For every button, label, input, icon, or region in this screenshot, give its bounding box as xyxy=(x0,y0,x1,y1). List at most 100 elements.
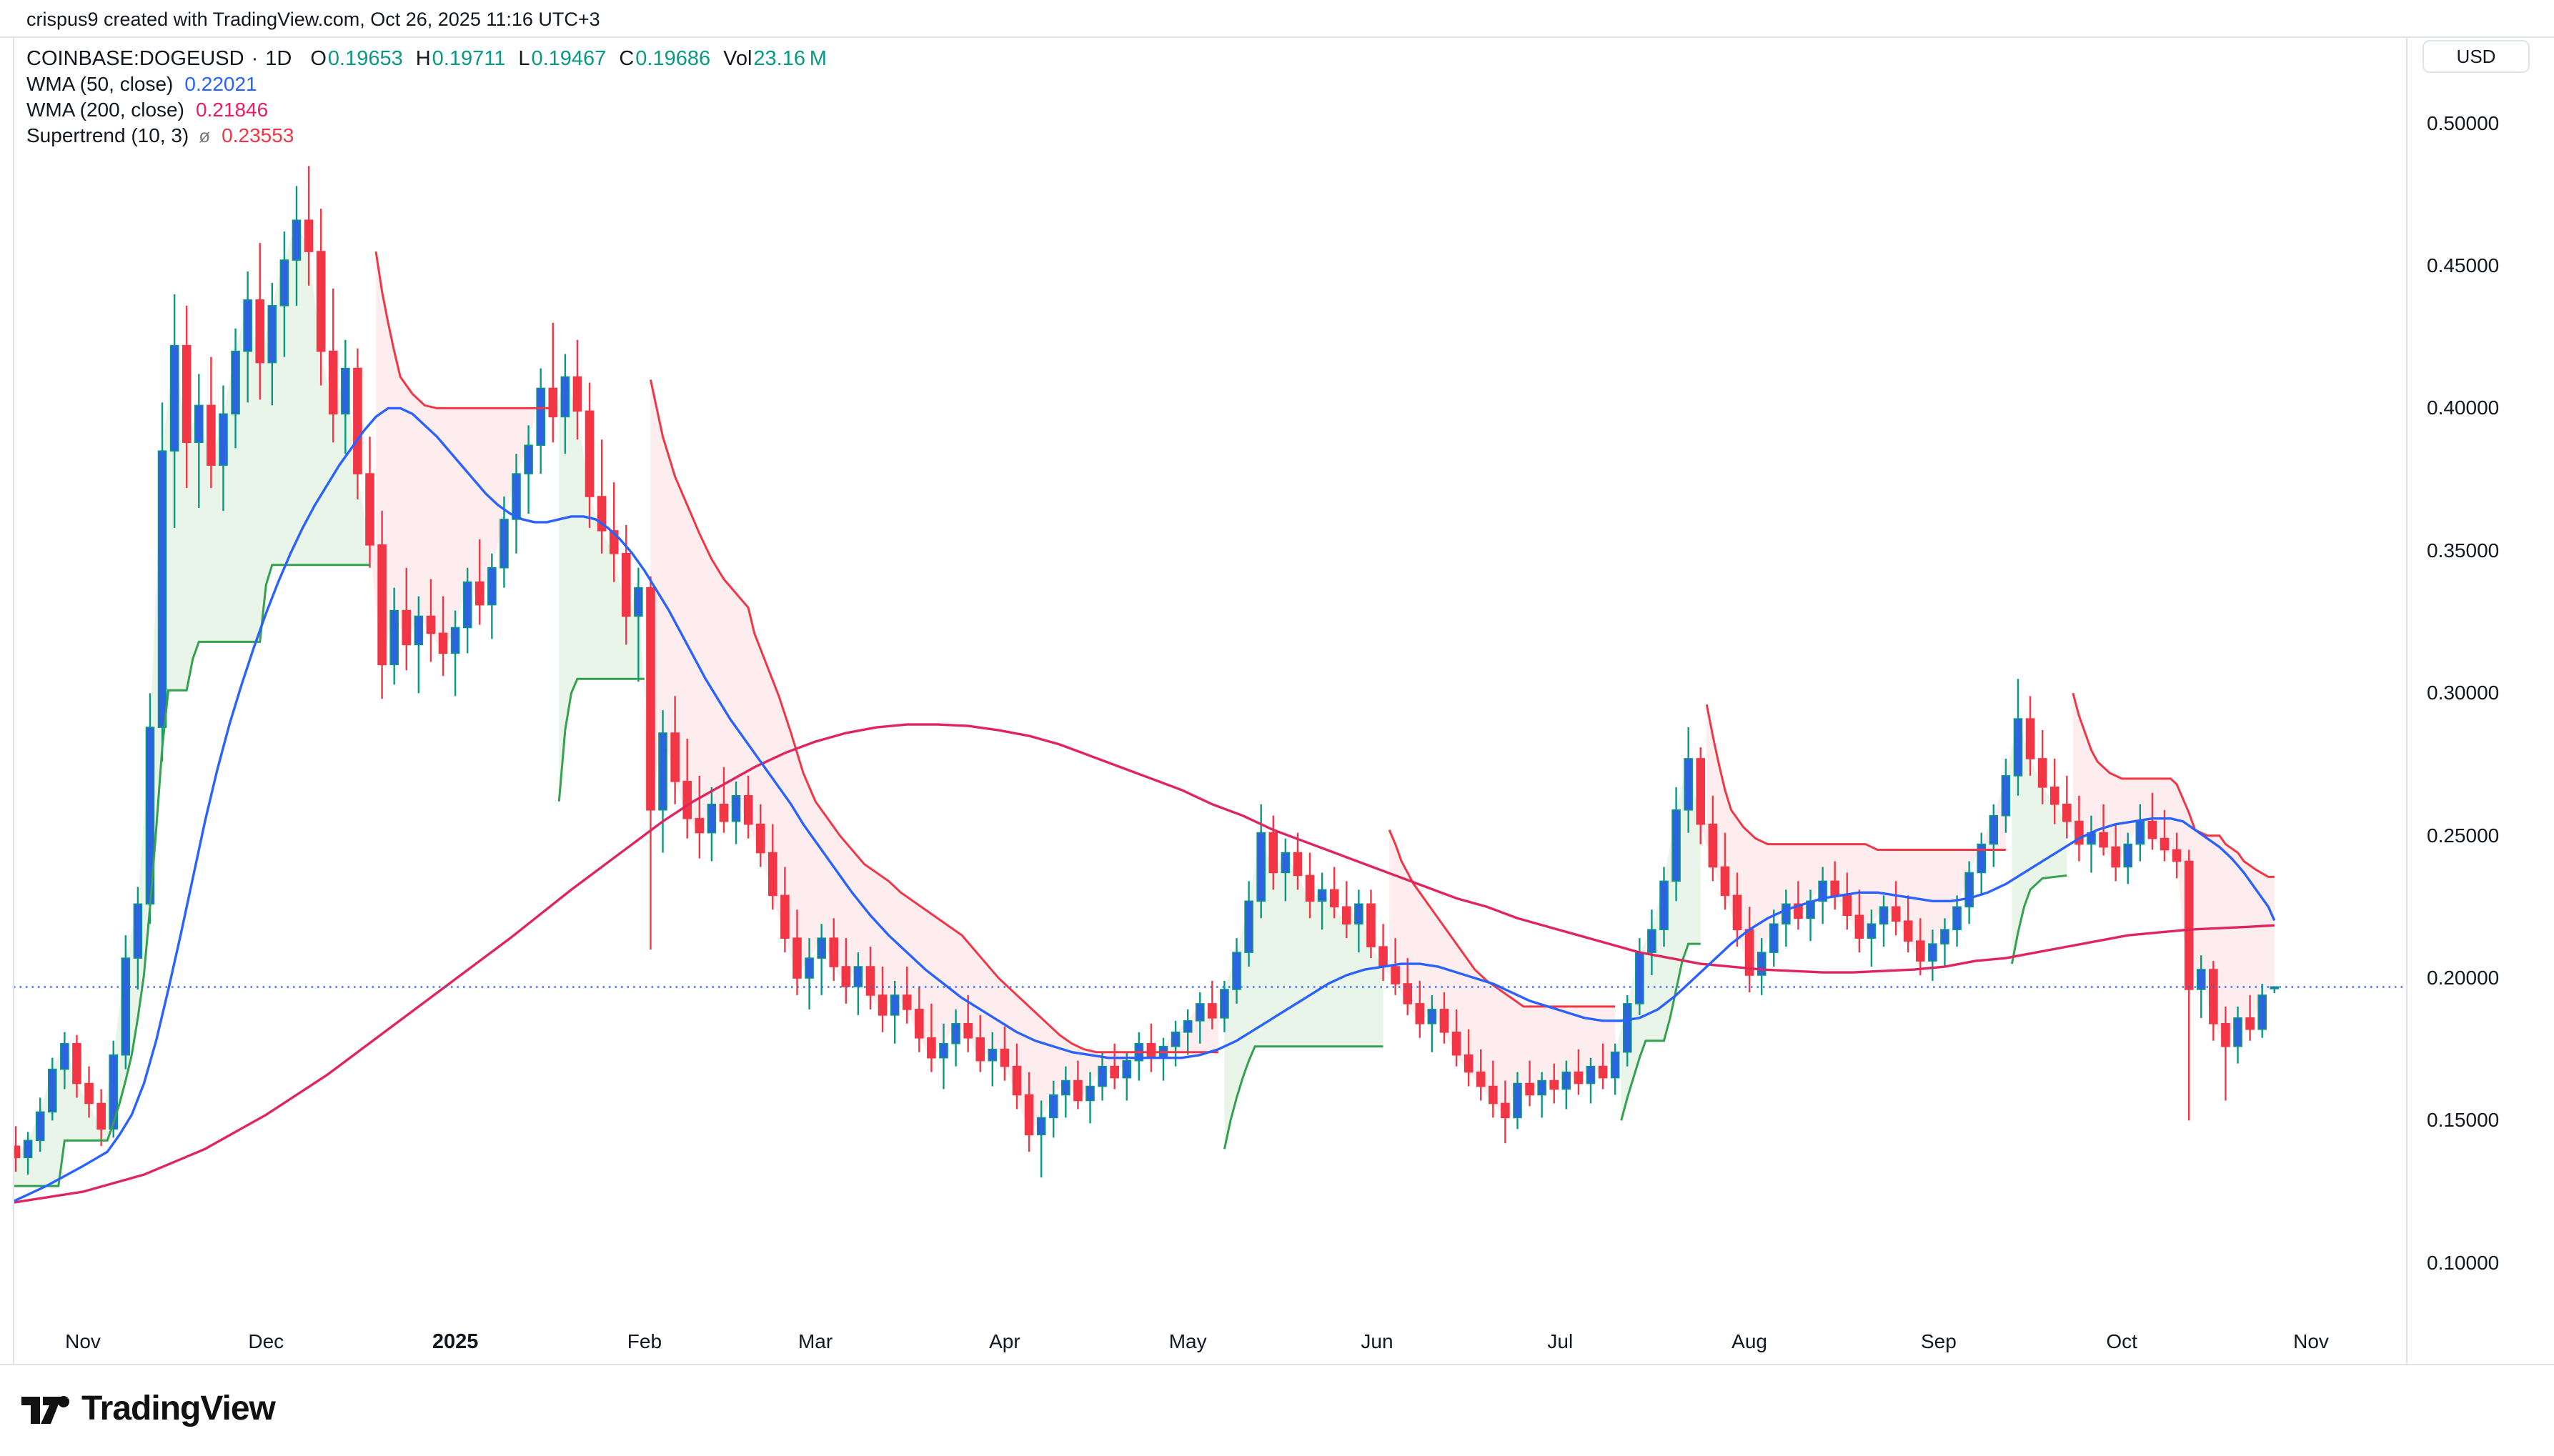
indicator-row: WMA (200, close) 0.21846 xyxy=(26,99,827,124)
candle xyxy=(1171,1020,1181,1067)
candle xyxy=(2233,1006,2242,1064)
candle xyxy=(1928,929,1937,981)
candle xyxy=(1610,1043,1620,1095)
currency-badge[interactable]: USD xyxy=(2423,40,2530,73)
candle xyxy=(1098,1052,1107,1101)
candle xyxy=(1952,895,1962,947)
candle xyxy=(1415,980,1425,1038)
candle xyxy=(2257,983,2267,1038)
month-label: May xyxy=(1168,1330,1207,1352)
candle xyxy=(450,610,460,697)
candle xyxy=(1146,1023,1156,1072)
candle xyxy=(1769,909,1779,967)
candle xyxy=(2049,758,2059,824)
candle xyxy=(939,1023,948,1089)
price-tick-label: 0.15000 xyxy=(2427,1109,2500,1132)
candle xyxy=(915,986,924,1052)
ohlc-value-c: 0.19686 xyxy=(635,47,711,70)
supertrend-fill-up xyxy=(2005,719,2067,964)
candle xyxy=(1256,804,1266,919)
candle xyxy=(2172,832,2182,879)
candle xyxy=(695,775,705,859)
candle xyxy=(1561,1060,1571,1110)
candle xyxy=(145,693,155,924)
candle xyxy=(231,328,240,449)
candle xyxy=(1537,1072,1546,1118)
indicator-rows: WMA (50, close) 0.22021 WMA (200, close) 0.… xyxy=(26,73,827,150)
indicator-label: WMA (200, close) xyxy=(26,99,184,121)
ohlc-value-o: 0.19653 xyxy=(327,47,403,70)
candle xyxy=(1720,832,1730,910)
candle xyxy=(682,739,692,839)
candle xyxy=(2062,775,2072,839)
month-label: Mar xyxy=(797,1330,833,1352)
candle xyxy=(1439,992,1449,1044)
candle xyxy=(121,935,131,1069)
ohlc-value-l: 0.19467 xyxy=(531,47,607,70)
candle xyxy=(341,339,350,454)
price-tick-label: 0.10000 xyxy=(2427,1251,2500,1274)
candle xyxy=(1341,881,1351,939)
supertrend-line-down xyxy=(2072,692,2275,878)
candle xyxy=(878,967,888,1032)
candle xyxy=(438,596,448,677)
candle xyxy=(2184,849,2194,1121)
wma50-line xyxy=(14,407,2276,1202)
candle xyxy=(792,909,802,995)
candle xyxy=(1891,881,1901,936)
interval-label: 1D xyxy=(265,47,292,70)
candle xyxy=(1818,867,1827,924)
candle xyxy=(316,209,326,386)
candle xyxy=(1574,1049,1584,1095)
tradingview-logo-text: TradingView xyxy=(81,1390,276,1427)
candle xyxy=(1220,980,1229,1032)
price-tick-label: 0.20000 xyxy=(2427,967,2500,989)
candle xyxy=(279,231,289,357)
supertrend-fill-down xyxy=(650,379,1225,1135)
supertrend-line-down xyxy=(374,251,553,409)
candle xyxy=(512,454,521,554)
supertrend-line-down xyxy=(1705,704,2006,852)
indicator-hidden-icon: ø xyxy=(199,125,211,146)
candle xyxy=(133,887,143,989)
candle xyxy=(1489,1060,1498,1118)
candle xyxy=(487,553,497,639)
candle xyxy=(634,567,643,682)
month-label: Feb xyxy=(627,1330,662,1352)
candle xyxy=(902,967,912,1024)
indicator-label: Supertrend (10, 3) xyxy=(26,124,189,146)
plot-area[interactable] xyxy=(9,166,2407,1204)
price-tick-label: 0.25000 xyxy=(2427,824,2500,847)
candle xyxy=(219,385,228,511)
candle xyxy=(474,539,485,625)
candle xyxy=(524,425,533,514)
symbol-row: COINBASE:DOGEUSD · 1D O0.19653 H0.19711 L0… xyxy=(26,47,827,73)
month-label: Apr xyxy=(989,1330,1020,1352)
candle xyxy=(2099,804,2108,856)
supertrend-fill-down xyxy=(369,251,553,665)
candle xyxy=(157,402,167,762)
tradingview-logo[interactable]: TradingView xyxy=(21,1389,276,1428)
candle xyxy=(1501,1080,1510,1144)
indicator-value: 0.22021 xyxy=(184,73,257,95)
candle xyxy=(805,938,814,1009)
month-label: Jul xyxy=(1547,1330,1574,1352)
supertrend-fill-down xyxy=(1700,704,2006,976)
supertrend-line-up xyxy=(14,564,370,1187)
candle xyxy=(1476,1049,1486,1101)
candle xyxy=(1451,1009,1461,1067)
indicator-value: 0.21846 xyxy=(195,99,269,121)
candle xyxy=(1183,1009,1193,1055)
candle xyxy=(1244,881,1253,967)
candle xyxy=(1964,861,1974,924)
candle xyxy=(1208,980,1217,1029)
candle xyxy=(2001,758,2011,833)
symbol-interval-separator: · xyxy=(251,47,259,70)
candle xyxy=(743,775,753,839)
candle xyxy=(719,767,729,833)
candle xyxy=(96,1089,106,1147)
supertrend-fill-up xyxy=(14,220,370,1187)
candle xyxy=(1305,852,1315,919)
candle xyxy=(2111,824,2120,882)
